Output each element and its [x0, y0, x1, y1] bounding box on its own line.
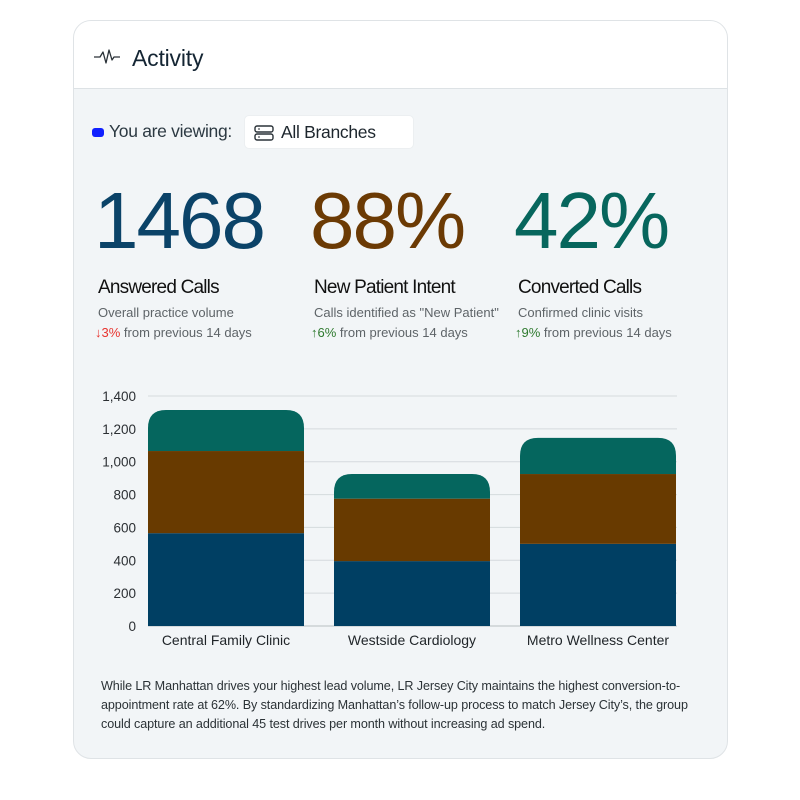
change-percent: 9% [521, 325, 541, 340]
activity-card: Activity You are viewing: All Branches 1… [73, 20, 728, 759]
bar-segment-converted-calls [334, 474, 490, 499]
branch-selector[interactable]: All Branches [244, 115, 414, 149]
stat-subtitle: Calls identified as "New Patient" [314, 305, 499, 320]
bar-segment-answered-calls [520, 543, 676, 626]
y-tick-label: 400 [113, 553, 136, 568]
card-header: Activity [74, 21, 727, 89]
change-text: from previous 14 days [120, 325, 252, 340]
branch-selector-value: All Branches [281, 122, 376, 142]
y-tick-label: 600 [113, 520, 136, 535]
stat-change: ↓3% from previous 14 days [95, 325, 252, 340]
insight-text: While LR Manhattan drives your highest l… [101, 679, 688, 731]
stat-converted-calls: 42% Converted Calls Confirmed clinic vis… [514, 176, 724, 341]
stat-value: 1468 [94, 176, 266, 265]
stat-title: Converted Calls [518, 277, 642, 298]
x-category-label: Central Family Clinic [162, 632, 290, 648]
change-arrow-up-icon: ↑ [311, 325, 318, 340]
change-text: from previous 14 days [336, 325, 468, 340]
y-tick-label: 1,000 [102, 455, 136, 470]
activity-pulse-icon [94, 49, 120, 64]
stat-change: ↑6% from previous 14 days [311, 325, 468, 340]
bar-segment-new-patient-intent [520, 474, 676, 544]
server-stack-icon [254, 125, 274, 141]
viewing-label: You are viewing: [109, 121, 232, 141]
stat-title: New Patient Intent [314, 277, 456, 298]
change-percent: 3% [101, 325, 121, 340]
bar-segment-answered-calls [334, 561, 490, 626]
y-tick-label: 200 [113, 586, 136, 601]
stat-value: 88% [310, 176, 466, 265]
viewing-indicator-dot [92, 128, 104, 137]
x-category-label: Metro Wellness Center [527, 632, 669, 648]
change-arrow-down-icon: ↓ [95, 325, 102, 340]
x-category-label: Westside Cardiology [348, 632, 476, 648]
stat-subtitle: Confirmed clinic visits [518, 305, 643, 320]
change-arrow-up-icon: ↑ [515, 325, 522, 340]
bar-segment-new-patient-intent [148, 451, 304, 534]
stat-subtitle: Overall practice volume [98, 305, 234, 320]
stat-value: 42% [514, 176, 670, 265]
stat-title: Answered Calls [98, 277, 220, 298]
change-percent: 6% [317, 325, 337, 340]
bar-segment-answered-calls [148, 533, 304, 626]
card-title: Activity [132, 45, 204, 71]
stacked-bar-chart: 0 200 400 600 800 1,000 1,200 1,400 Central Fami… [102, 389, 677, 648]
bar-segment-converted-calls [520, 437, 676, 475]
stat-change: ↑9% from previous 14 days [515, 325, 672, 340]
y-tick-label: 0 [128, 619, 136, 634]
stat-new-patient-intent: 88% New Patient Intent Calls identified … [310, 176, 520, 341]
y-tick-label: 1,200 [102, 422, 136, 437]
stat-answered-calls: 1468 Answered Calls Overall practice vol… [94, 176, 304, 341]
y-tick-label: 800 [113, 488, 136, 503]
y-tick-label: 1,400 [102, 389, 136, 404]
bar-segment-new-patient-intent [334, 498, 490, 562]
bar-segment-converted-calls [148, 409, 304, 452]
change-text: from previous 14 days [540, 325, 672, 340]
